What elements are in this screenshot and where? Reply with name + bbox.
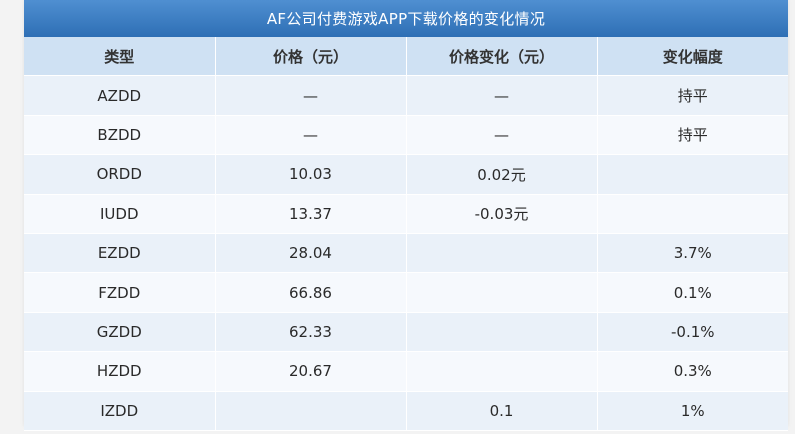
cell-change-rate: 3.7% bbox=[597, 233, 788, 274]
cell-price-change: -0.03元 bbox=[406, 194, 598, 234]
table-row: AZDD — — 持平 bbox=[24, 75, 788, 116]
cell-price-change: — bbox=[406, 75, 598, 116]
cell-price-change bbox=[406, 233, 598, 274]
cell-price-change bbox=[406, 272, 598, 313]
table-row: BZDD — — 持平 bbox=[24, 115, 788, 156]
table-row: IZDD 0.1 1% bbox=[24, 391, 788, 431]
cell-price-change: 0.02元 bbox=[406, 154, 598, 195]
price-table-panel: AF公司付费游戏APP下载价格的变化情况 类型 价格（元） 价格变化（元） 变化… bbox=[24, 0, 788, 431]
cell-type: IUDD bbox=[24, 194, 216, 234]
cell-change-rate bbox=[597, 194, 788, 234]
cell-type: EZDD bbox=[24, 233, 216, 274]
cell-price: — bbox=[215, 75, 407, 116]
price-change-table: 类型 价格（元） 价格变化（元） 变化幅度 AZDD — — 持平 BZDD —… bbox=[24, 37, 788, 431]
cell-price: 10.03 bbox=[215, 154, 407, 195]
header-change-rate: 变化幅度 bbox=[597, 37, 788, 77]
cell-change-rate: -0.1% bbox=[597, 312, 788, 353]
cell-price-change: — bbox=[406, 115, 598, 156]
cell-price-change bbox=[406, 351, 598, 392]
table-row: ORDD 10.03 0.02元 bbox=[24, 154, 788, 195]
cell-price bbox=[215, 391, 407, 431]
header-type: 类型 bbox=[24, 37, 216, 77]
cell-price: 20.67 bbox=[215, 351, 407, 392]
cell-change-rate: 持平 bbox=[597, 115, 788, 156]
table-row: EZDD 28.04 3.7% bbox=[24, 233, 788, 274]
cell-price: 66.86 bbox=[215, 272, 407, 313]
cell-price-change bbox=[406, 312, 598, 353]
table-title: AF公司付费游戏APP下载价格的变化情况 bbox=[24, 0, 788, 37]
cell-price: 28.04 bbox=[215, 233, 407, 274]
cell-type: GZDD bbox=[24, 312, 216, 353]
cell-change-rate bbox=[597, 154, 788, 195]
cell-price: 13.37 bbox=[215, 194, 407, 234]
cell-change-rate: 持平 bbox=[597, 75, 788, 116]
cell-price-change: 0.1 bbox=[406, 391, 598, 431]
table-row: HZDD 20.67 0.3% bbox=[24, 351, 788, 392]
cell-change-rate: 1% bbox=[597, 391, 788, 431]
header-price: 价格（元） bbox=[215, 37, 407, 77]
cell-type: HZDD bbox=[24, 351, 216, 392]
cell-type: FZDD bbox=[24, 272, 216, 313]
table-row: IUDD 13.37 -0.03元 bbox=[24, 194, 788, 234]
cell-type: AZDD bbox=[24, 75, 216, 116]
cell-change-rate: 0.3% bbox=[597, 351, 788, 392]
cell-price: — bbox=[215, 115, 407, 156]
table-row: GZDD 62.33 -0.1% bbox=[24, 312, 788, 353]
header-price-change: 价格变化（元） bbox=[406, 37, 598, 77]
table-row: FZDD 66.86 0.1% bbox=[24, 272, 788, 313]
cell-price: 62.33 bbox=[215, 312, 407, 353]
cell-change-rate: 0.1% bbox=[597, 272, 788, 313]
cell-type: ORDD bbox=[24, 154, 216, 195]
table-header-row: 类型 价格（元） 价格变化（元） 变化幅度 bbox=[24, 37, 788, 77]
cell-type: BZDD bbox=[24, 115, 216, 156]
cell-type: IZDD bbox=[24, 391, 216, 431]
